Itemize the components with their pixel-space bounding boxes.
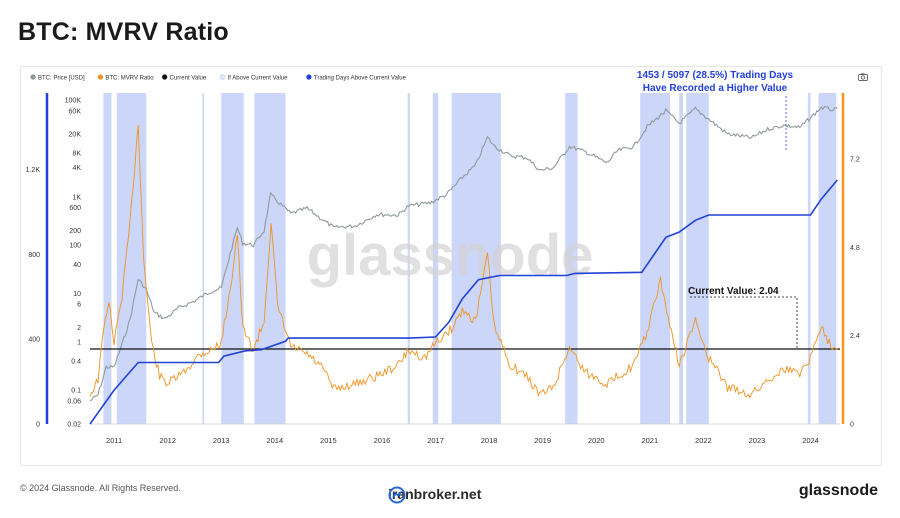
left-tick-label: 800 bbox=[28, 252, 40, 259]
price-tick-label: 200 bbox=[69, 228, 81, 235]
camera-icon[interactable] bbox=[858, 73, 868, 81]
shaded-region bbox=[679, 93, 684, 424]
x-tick-label: 2016 bbox=[374, 436, 391, 445]
legend-label: BTC: Price [USD] bbox=[38, 76, 85, 82]
x-tick-label: 2019 bbox=[534, 436, 551, 445]
x-tick-label: 2015 bbox=[320, 436, 337, 445]
legend-marker bbox=[306, 74, 312, 80]
x-tick-label: 2012 bbox=[159, 436, 176, 445]
site-name: iranbroker.net bbox=[388, 486, 482, 502]
price-tick-label: 0.4 bbox=[71, 359, 81, 366]
left-tick-label: 1.2K bbox=[26, 167, 41, 174]
x-tick-label: 2023 bbox=[749, 436, 766, 445]
price-tick-label: 0.06 bbox=[67, 398, 81, 405]
price-tick-label: 10 bbox=[73, 291, 81, 298]
price-tick-label: 1K bbox=[72, 194, 81, 201]
x-tick-label: 2017 bbox=[427, 436, 444, 445]
price-tick-label: 100K bbox=[65, 98, 82, 105]
shaded-region bbox=[686, 93, 709, 424]
shaded-region bbox=[116, 93, 147, 424]
trading-days-line bbox=[89, 179, 838, 425]
shaded-region bbox=[103, 93, 112, 424]
shaded-region bbox=[202, 93, 205, 424]
annotation-days-line1: 1453 / 5097 (28.5%) Trading Days bbox=[637, 70, 794, 81]
legend-label: BTC: MVRV Ratio bbox=[105, 76, 154, 82]
copyright-text: © 2024 Glassnode. All Rights Reserved. bbox=[20, 483, 181, 493]
legend-label: Trading Days Above Current Value bbox=[314, 76, 407, 82]
legend-marker bbox=[162, 74, 168, 80]
x-tick-label: 2024 bbox=[802, 436, 819, 445]
page-title: BTC: MVRV Ratio bbox=[18, 18, 229, 46]
shaded-region bbox=[451, 93, 501, 424]
x-tick-label: 2021 bbox=[641, 436, 658, 445]
legend-marker bbox=[97, 74, 103, 80]
right-tick-label: 2.4 bbox=[850, 333, 860, 340]
legend-marker bbox=[219, 74, 226, 80]
x-tick-label: 2020 bbox=[588, 436, 605, 445]
watermark-text: glassnode bbox=[307, 223, 594, 288]
axes: 2011 2012 2013 2014 2015 2016 2017 2018 2019 2020… bbox=[26, 93, 860, 445]
annotations: 1453 / 5097 (28.5%) Trading Days Have Rec… bbox=[637, 70, 798, 350]
price-tick-label: 20K bbox=[69, 131, 82, 138]
legend-label: Current Value bbox=[170, 76, 207, 82]
shaded-region bbox=[407, 93, 410, 424]
legend-label: If Above Current Value bbox=[228, 76, 289, 82]
chart-card bbox=[20, 66, 882, 466]
right-tick-label: 7.2 bbox=[850, 157, 860, 164]
shaded-region bbox=[818, 93, 837, 424]
price-tick-label: 2 bbox=[77, 325, 81, 332]
left-tick-label: 0 bbox=[36, 422, 40, 429]
x-tick-label: 2014 bbox=[266, 436, 283, 445]
price-tick-label: 8K bbox=[72, 151, 81, 158]
shaded-region bbox=[574, 93, 578, 424]
right-tick-label: 4.8 bbox=[850, 245, 860, 252]
price-line bbox=[89, 105, 838, 402]
site-badge[interactable]: iranbroker.net bbox=[388, 486, 482, 504]
shaded-regions bbox=[103, 93, 837, 424]
price-tick-label: 4K bbox=[72, 165, 81, 172]
brand-logo-text: glassnode bbox=[798, 482, 878, 499]
legend-marker bbox=[30, 74, 36, 80]
annotation-days-line2: Have Recorded a Higher Value bbox=[643, 83, 788, 94]
shaded-region bbox=[432, 93, 439, 424]
price-tick-label: 40 bbox=[73, 262, 81, 269]
price-tick-label: 0.02 bbox=[67, 422, 81, 429]
shaded-region bbox=[565, 93, 575, 424]
price-tick-label: 0.1 bbox=[71, 388, 81, 395]
iranbroker-logo-icon bbox=[388, 486, 406, 504]
x-tick-label: 2018 bbox=[481, 436, 498, 445]
left-tick-label: 400 bbox=[28, 337, 40, 344]
legend: BTC: Price [USD] BTC: MVRV Ratio Current V… bbox=[30, 74, 407, 82]
price-tick-label: 100 bbox=[69, 243, 81, 250]
x-tick-label: 2022 bbox=[695, 436, 712, 445]
price-tick-label: 60K bbox=[69, 108, 82, 115]
price-tick-label: 6 bbox=[77, 302, 81, 309]
price-tick-label: 1 bbox=[77, 339, 81, 346]
shaded-region bbox=[640, 93, 671, 424]
series bbox=[89, 105, 840, 425]
x-tick-label: 2011 bbox=[106, 436, 122, 445]
shaded-region bbox=[254, 93, 286, 424]
right-tick-label: 0 bbox=[850, 422, 854, 429]
annotation-current-value: Current Value: 2.04 bbox=[688, 286, 779, 297]
mvrv-line bbox=[89, 124, 838, 399]
x-tick-label: 2013 bbox=[213, 436, 230, 445]
price-tick-label: 600 bbox=[69, 205, 81, 212]
shaded-region bbox=[221, 93, 244, 424]
shaded-region bbox=[807, 93, 811, 424]
